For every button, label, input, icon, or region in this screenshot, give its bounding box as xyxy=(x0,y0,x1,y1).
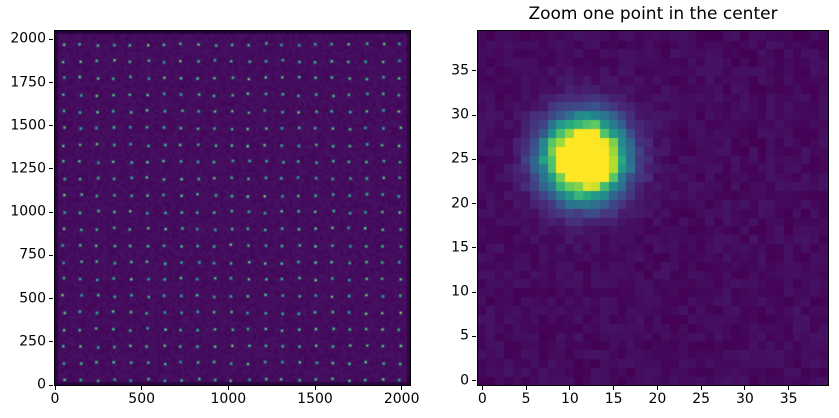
y-tick-label: 500 xyxy=(19,290,46,307)
y-tick-mark xyxy=(49,298,53,300)
x-tick-label: 5 xyxy=(521,391,531,407)
x-tick-label: 35 xyxy=(779,391,798,407)
x-tick-mark xyxy=(401,386,403,390)
y-tick-label: 35 xyxy=(451,62,469,79)
x-tick-mark xyxy=(700,386,702,390)
y-tick-label: 1000 xyxy=(10,203,46,220)
x-tick-mark xyxy=(227,386,229,390)
x-tick-label: 25 xyxy=(692,391,711,407)
y-tick-label: 2000 xyxy=(10,30,46,47)
y-tick-label: 0 xyxy=(37,376,46,393)
y-tick-mark xyxy=(49,341,53,343)
zoom-heatmap xyxy=(478,31,828,385)
y-tick-mark xyxy=(49,384,53,386)
zoom-plot-title: Zoom one point in the center xyxy=(528,4,778,24)
x-tick-label: 500 xyxy=(128,391,156,407)
y-tick-label: 250 xyxy=(19,333,46,350)
x-tick-label: 15 xyxy=(604,391,623,407)
x-tick-label: 1000 xyxy=(210,391,247,407)
x-tick-label: 20 xyxy=(648,391,667,407)
x-tick-mark xyxy=(656,386,658,390)
x-tick-label: 2000 xyxy=(383,391,420,407)
y-tick-label: 750 xyxy=(19,246,46,263)
y-tick-mark xyxy=(472,335,476,337)
y-tick-mark xyxy=(49,211,53,213)
x-tick-mark xyxy=(141,386,143,390)
y-tick-label: 1500 xyxy=(10,117,46,134)
x-tick-mark xyxy=(613,386,615,390)
x-tick-mark xyxy=(314,386,316,390)
y-tick-label: 1250 xyxy=(10,160,46,177)
y-tick-mark xyxy=(472,291,476,293)
y-tick-mark xyxy=(472,203,476,205)
y-tick-label: 30 xyxy=(451,106,469,123)
x-tick-mark xyxy=(525,386,527,390)
y-tick-label: 20 xyxy=(451,195,469,212)
y-tick-mark xyxy=(49,168,53,170)
y-tick-mark xyxy=(472,114,476,116)
y-tick-label: 0 xyxy=(460,372,469,389)
y-tick-mark xyxy=(472,70,476,72)
y-tick-label: 5 xyxy=(460,327,469,344)
y-tick-mark xyxy=(49,82,53,83)
x-tick-mark xyxy=(788,386,790,390)
y-tick-mark xyxy=(472,158,476,160)
x-tick-mark xyxy=(54,386,56,390)
y-tick-mark xyxy=(49,254,53,256)
y-tick-label: 10 xyxy=(451,283,469,300)
y-tick-mark xyxy=(472,247,476,249)
x-tick-label: 10 xyxy=(560,391,579,407)
y-tick-mark xyxy=(49,125,53,127)
y-tick-label: 1750 xyxy=(10,74,46,90)
zoom-axes xyxy=(477,30,829,386)
x-tick-label: 0 xyxy=(50,391,60,407)
x-tick-label: 30 xyxy=(735,391,754,407)
x-tick-mark xyxy=(481,386,483,390)
y-tick-label: 25 xyxy=(451,150,469,167)
full-frame-axes xyxy=(54,30,411,386)
y-tick-mark xyxy=(49,38,53,40)
x-tick-label: 1500 xyxy=(297,391,333,407)
x-tick-mark xyxy=(569,386,571,390)
x-tick-mark xyxy=(744,386,746,390)
y-tick-mark xyxy=(472,380,476,382)
x-tick-label: 0 xyxy=(477,391,487,407)
full-frame-heatmap xyxy=(55,31,410,385)
y-tick-label: 15 xyxy=(451,239,469,256)
